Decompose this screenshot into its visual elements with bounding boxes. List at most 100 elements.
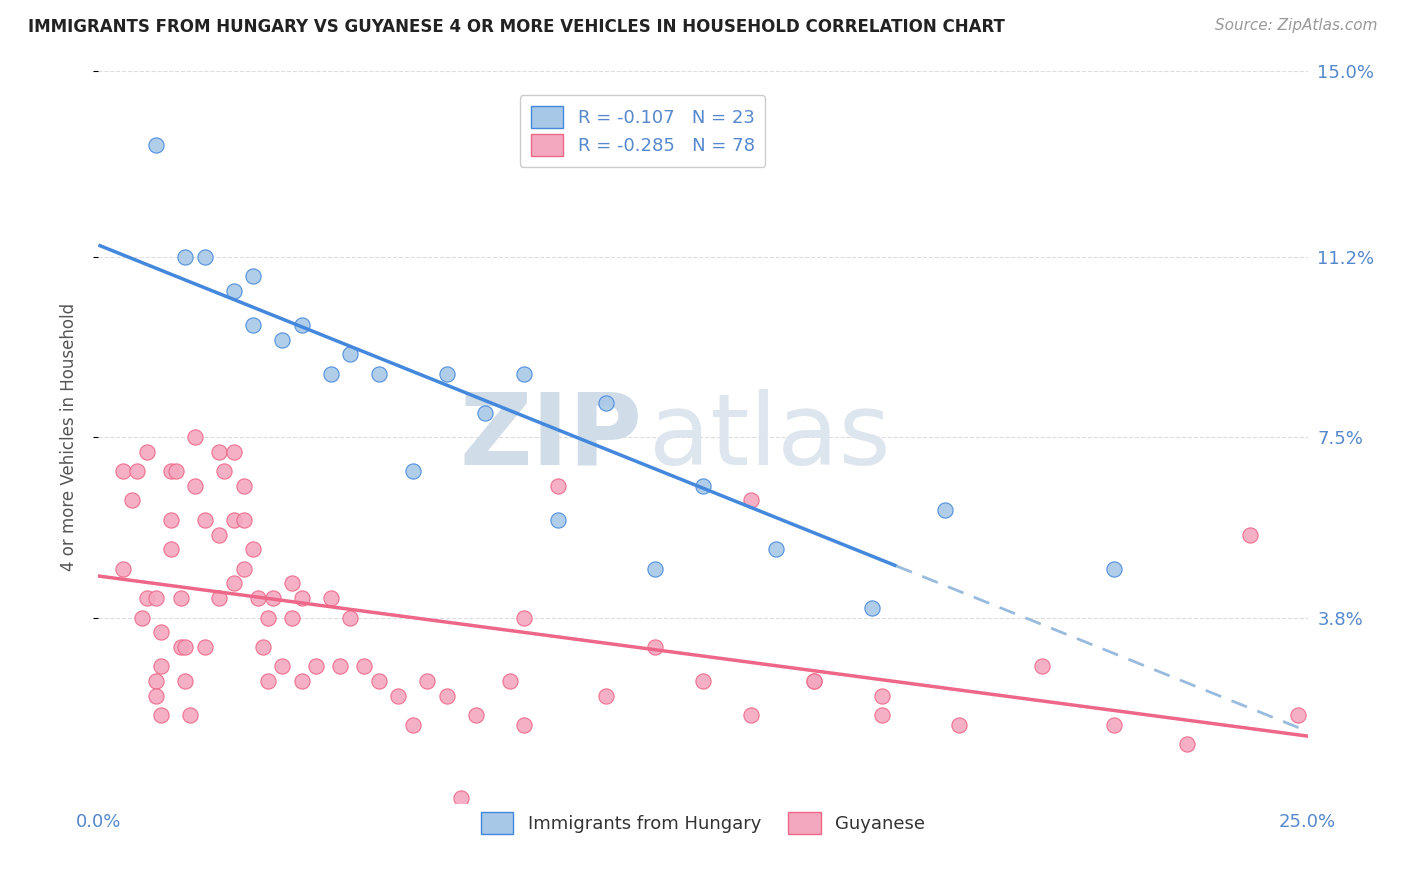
Point xyxy=(150,708,173,723)
Point xyxy=(436,367,458,381)
Point xyxy=(1175,737,1198,751)
Point xyxy=(934,503,956,517)
Point xyxy=(353,659,375,673)
Point xyxy=(290,673,312,688)
Point xyxy=(870,708,893,723)
Point xyxy=(174,673,197,688)
Point xyxy=(595,689,617,703)
Point xyxy=(242,542,264,557)
Point xyxy=(232,513,254,527)
Point xyxy=(169,591,191,605)
Point xyxy=(242,269,264,284)
Point xyxy=(174,250,197,264)
Point xyxy=(145,137,167,152)
Point xyxy=(262,591,284,605)
Point xyxy=(242,318,264,332)
Point xyxy=(416,673,439,688)
Point xyxy=(194,513,217,527)
Point xyxy=(1102,562,1125,576)
Point xyxy=(127,464,149,478)
Point xyxy=(232,479,254,493)
Point xyxy=(870,689,893,703)
Point xyxy=(169,640,191,654)
Point xyxy=(145,673,167,688)
Point xyxy=(595,396,617,410)
Point xyxy=(740,493,762,508)
Point xyxy=(765,542,787,557)
Point xyxy=(387,689,409,703)
Point xyxy=(232,562,254,576)
Text: atlas: atlas xyxy=(648,389,890,485)
Point xyxy=(319,367,342,381)
Point xyxy=(402,464,425,478)
Point xyxy=(256,610,278,624)
Point xyxy=(1239,527,1261,541)
Point xyxy=(1286,708,1309,723)
Point xyxy=(247,591,270,605)
Point xyxy=(513,718,536,732)
Point xyxy=(547,479,569,493)
Point xyxy=(111,464,134,478)
Point xyxy=(692,479,714,493)
Point xyxy=(208,444,231,458)
Point xyxy=(121,493,143,508)
Point xyxy=(281,576,304,591)
Point xyxy=(145,591,167,605)
Point xyxy=(803,673,825,688)
Point xyxy=(145,689,167,703)
Point xyxy=(474,406,496,420)
Point xyxy=(222,576,245,591)
Point xyxy=(271,333,294,347)
Point xyxy=(368,367,391,381)
Point xyxy=(165,464,187,478)
Point xyxy=(740,708,762,723)
Point xyxy=(252,640,274,654)
Point xyxy=(305,659,328,673)
Point xyxy=(208,527,231,541)
Legend: Immigrants from Hungary, Guyanese: Immigrants from Hungary, Guyanese xyxy=(470,801,936,845)
Point xyxy=(160,542,183,557)
Point xyxy=(290,318,312,332)
Point xyxy=(135,591,157,605)
Point xyxy=(402,718,425,732)
Point xyxy=(111,562,134,576)
Point xyxy=(464,708,486,723)
Point xyxy=(150,625,173,640)
Point xyxy=(948,718,970,732)
Point xyxy=(513,367,536,381)
Text: Source: ZipAtlas.com: Source: ZipAtlas.com xyxy=(1215,18,1378,33)
Point xyxy=(150,659,173,673)
Point xyxy=(160,513,183,527)
Point xyxy=(131,610,153,624)
Point xyxy=(329,659,352,673)
Point xyxy=(184,430,207,444)
Point xyxy=(1102,718,1125,732)
Point xyxy=(644,640,666,654)
Point xyxy=(184,479,207,493)
Point xyxy=(271,659,294,673)
Point xyxy=(174,640,197,654)
Point xyxy=(547,513,569,527)
Point xyxy=(208,591,231,605)
Point xyxy=(436,689,458,703)
Point xyxy=(135,444,157,458)
Point xyxy=(339,347,361,361)
Point xyxy=(212,464,235,478)
Point xyxy=(803,673,825,688)
Point xyxy=(498,673,520,688)
Point xyxy=(194,640,217,654)
Point xyxy=(222,513,245,527)
Point xyxy=(319,591,342,605)
Point xyxy=(450,791,472,805)
Point xyxy=(692,673,714,688)
Point xyxy=(281,610,304,624)
Point xyxy=(368,673,391,688)
Text: IMMIGRANTS FROM HUNGARY VS GUYANESE 4 OR MORE VEHICLES IN HOUSEHOLD CORRELATION : IMMIGRANTS FROM HUNGARY VS GUYANESE 4 OR… xyxy=(28,18,1005,36)
Point xyxy=(256,673,278,688)
Point xyxy=(160,464,183,478)
Point xyxy=(860,600,883,615)
Point xyxy=(179,708,201,723)
Point xyxy=(339,610,361,624)
Text: ZIP: ZIP xyxy=(460,389,643,485)
Point xyxy=(290,591,312,605)
